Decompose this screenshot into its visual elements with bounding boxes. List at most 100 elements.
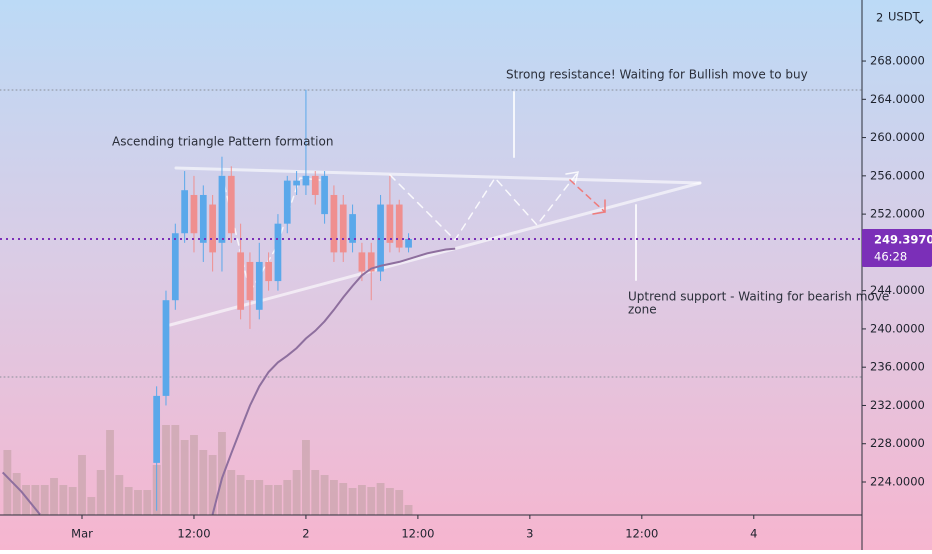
candle-body [190, 194, 198, 234]
volume-bar [180, 440, 189, 515]
last-price-label: 249.3970 [874, 233, 932, 247]
candle-body [339, 204, 347, 253]
volume-bar [199, 450, 208, 515]
candle-body [162, 300, 170, 396]
volume-bar [40, 485, 49, 515]
annotation: Strong resistance! Waiting for Bullish m… [506, 68, 808, 82]
volume-bar [376, 483, 385, 515]
volume-bar [246, 480, 254, 515]
candle-body [209, 204, 216, 253]
candle-body [367, 252, 375, 272]
volume-bar [115, 475, 124, 515]
x-tick-label: 12:00 [177, 527, 210, 541]
candle-body [199, 194, 207, 243]
candle-body [153, 395, 161, 463]
volume-bar [227, 470, 236, 515]
y-tick-label: 232.0000 [870, 398, 925, 412]
x-tick-label: 2 [302, 527, 309, 541]
candle-body [227, 175, 235, 234]
candle-body [218, 175, 226, 243]
volume-bar [367, 487, 376, 515]
y-tick-label: 256.0000 [870, 168, 925, 182]
volume-bar [22, 485, 30, 515]
annotation: zone [628, 303, 657, 317]
volume-bar [31, 485, 40, 515]
candle-body [274, 223, 282, 282]
volume-bar [171, 425, 180, 515]
axes: 224.0000 228.0000 232.0000 236.0000 240.0000… [71, 54, 932, 541]
last-price-box [862, 229, 932, 268]
volume-bar [395, 490, 404, 515]
volume-bar [357, 485, 366, 515]
candle-body [246, 261, 254, 301]
volume-bar [106, 430, 114, 515]
volume-bar [264, 485, 273, 515]
y-tick-label: 236.0000 [870, 360, 925, 374]
volume-bar [78, 455, 86, 515]
candle-body [283, 180, 291, 224]
volume-bar [348, 488, 357, 515]
volume-bar [330, 480, 338, 515]
volume-bar [50, 478, 58, 515]
volume-bar [385, 488, 394, 515]
annotation: Ascending triangle Pattern formation [112, 135, 333, 149]
volume-bar [339, 483, 348, 515]
volume-bar [124, 487, 133, 515]
volume-bar [255, 480, 264, 515]
candle-body [405, 238, 412, 248]
y-tick-label: 228.0000 [870, 436, 925, 450]
moving-average [1, 247, 456, 516]
projection-path [389, 171, 579, 242]
triangle-upper [174, 166, 702, 185]
plot [0, 89, 862, 516]
volume-bar [236, 475, 245, 515]
y-tick-label: 252.0000 [870, 207, 925, 221]
currency-dropdown[interactable] [916, 19, 924, 24]
x-tick-label: 12:00 [625, 527, 658, 541]
volume-bar [292, 470, 301, 515]
annotation: Uptrend support - Waiting for bearish mo… [628, 290, 889, 304]
x-tick-label: 4 [750, 527, 757, 541]
volume-bar [96, 470, 105, 515]
volume-bar [87, 497, 96, 515]
volume-bar [162, 425, 170, 515]
candle-body [349, 214, 356, 243]
volume-bar [302, 440, 310, 515]
candle-body [237, 252, 244, 310]
volume-bar [283, 480, 292, 515]
candle-body [255, 261, 263, 310]
y-tick-label: 240.0000 [870, 321, 925, 335]
volume-bar [12, 473, 21, 515]
candle-body [171, 233, 179, 301]
candle-body [377, 204, 384, 272]
y-tick-label: 260.0000 [870, 130, 925, 144]
x-tick-label: 3 [526, 527, 533, 541]
volume-bar [59, 485, 68, 515]
volume-bar [143, 490, 152, 515]
candle-body [302, 175, 310, 186]
candle-body [395, 204, 403, 248]
volume-bar [208, 455, 217, 515]
volume-bar [190, 435, 198, 515]
volume-bar [218, 432, 226, 515]
candle-body [265, 261, 272, 282]
candle-body [293, 180, 300, 186]
x-tick-label: 12:00 [401, 527, 434, 541]
volume-bar [320, 475, 329, 515]
candle-body [181, 190, 188, 234]
x-tick-label: Mar [71, 527, 93, 541]
volume-bar [274, 485, 282, 515]
volume-bar [134, 490, 142, 515]
volume-bar [68, 487, 77, 515]
countdown-label: 46:28 [874, 250, 907, 264]
bearish-arrow [592, 199, 606, 215]
currency-label: USDT [888, 10, 921, 24]
bearish-projection [569, 179, 606, 213]
candle-body [358, 252, 366, 272]
volume-bar [311, 470, 320, 515]
projection-arrow [565, 171, 580, 185]
candle-body [330, 194, 338, 253]
y-tick-label: 268.0000 [870, 54, 925, 68]
